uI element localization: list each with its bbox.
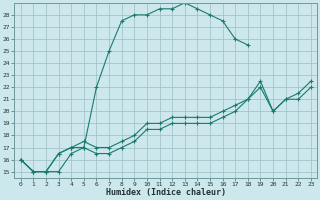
X-axis label: Humidex (Indice chaleur): Humidex (Indice chaleur) [106, 188, 226, 197]
